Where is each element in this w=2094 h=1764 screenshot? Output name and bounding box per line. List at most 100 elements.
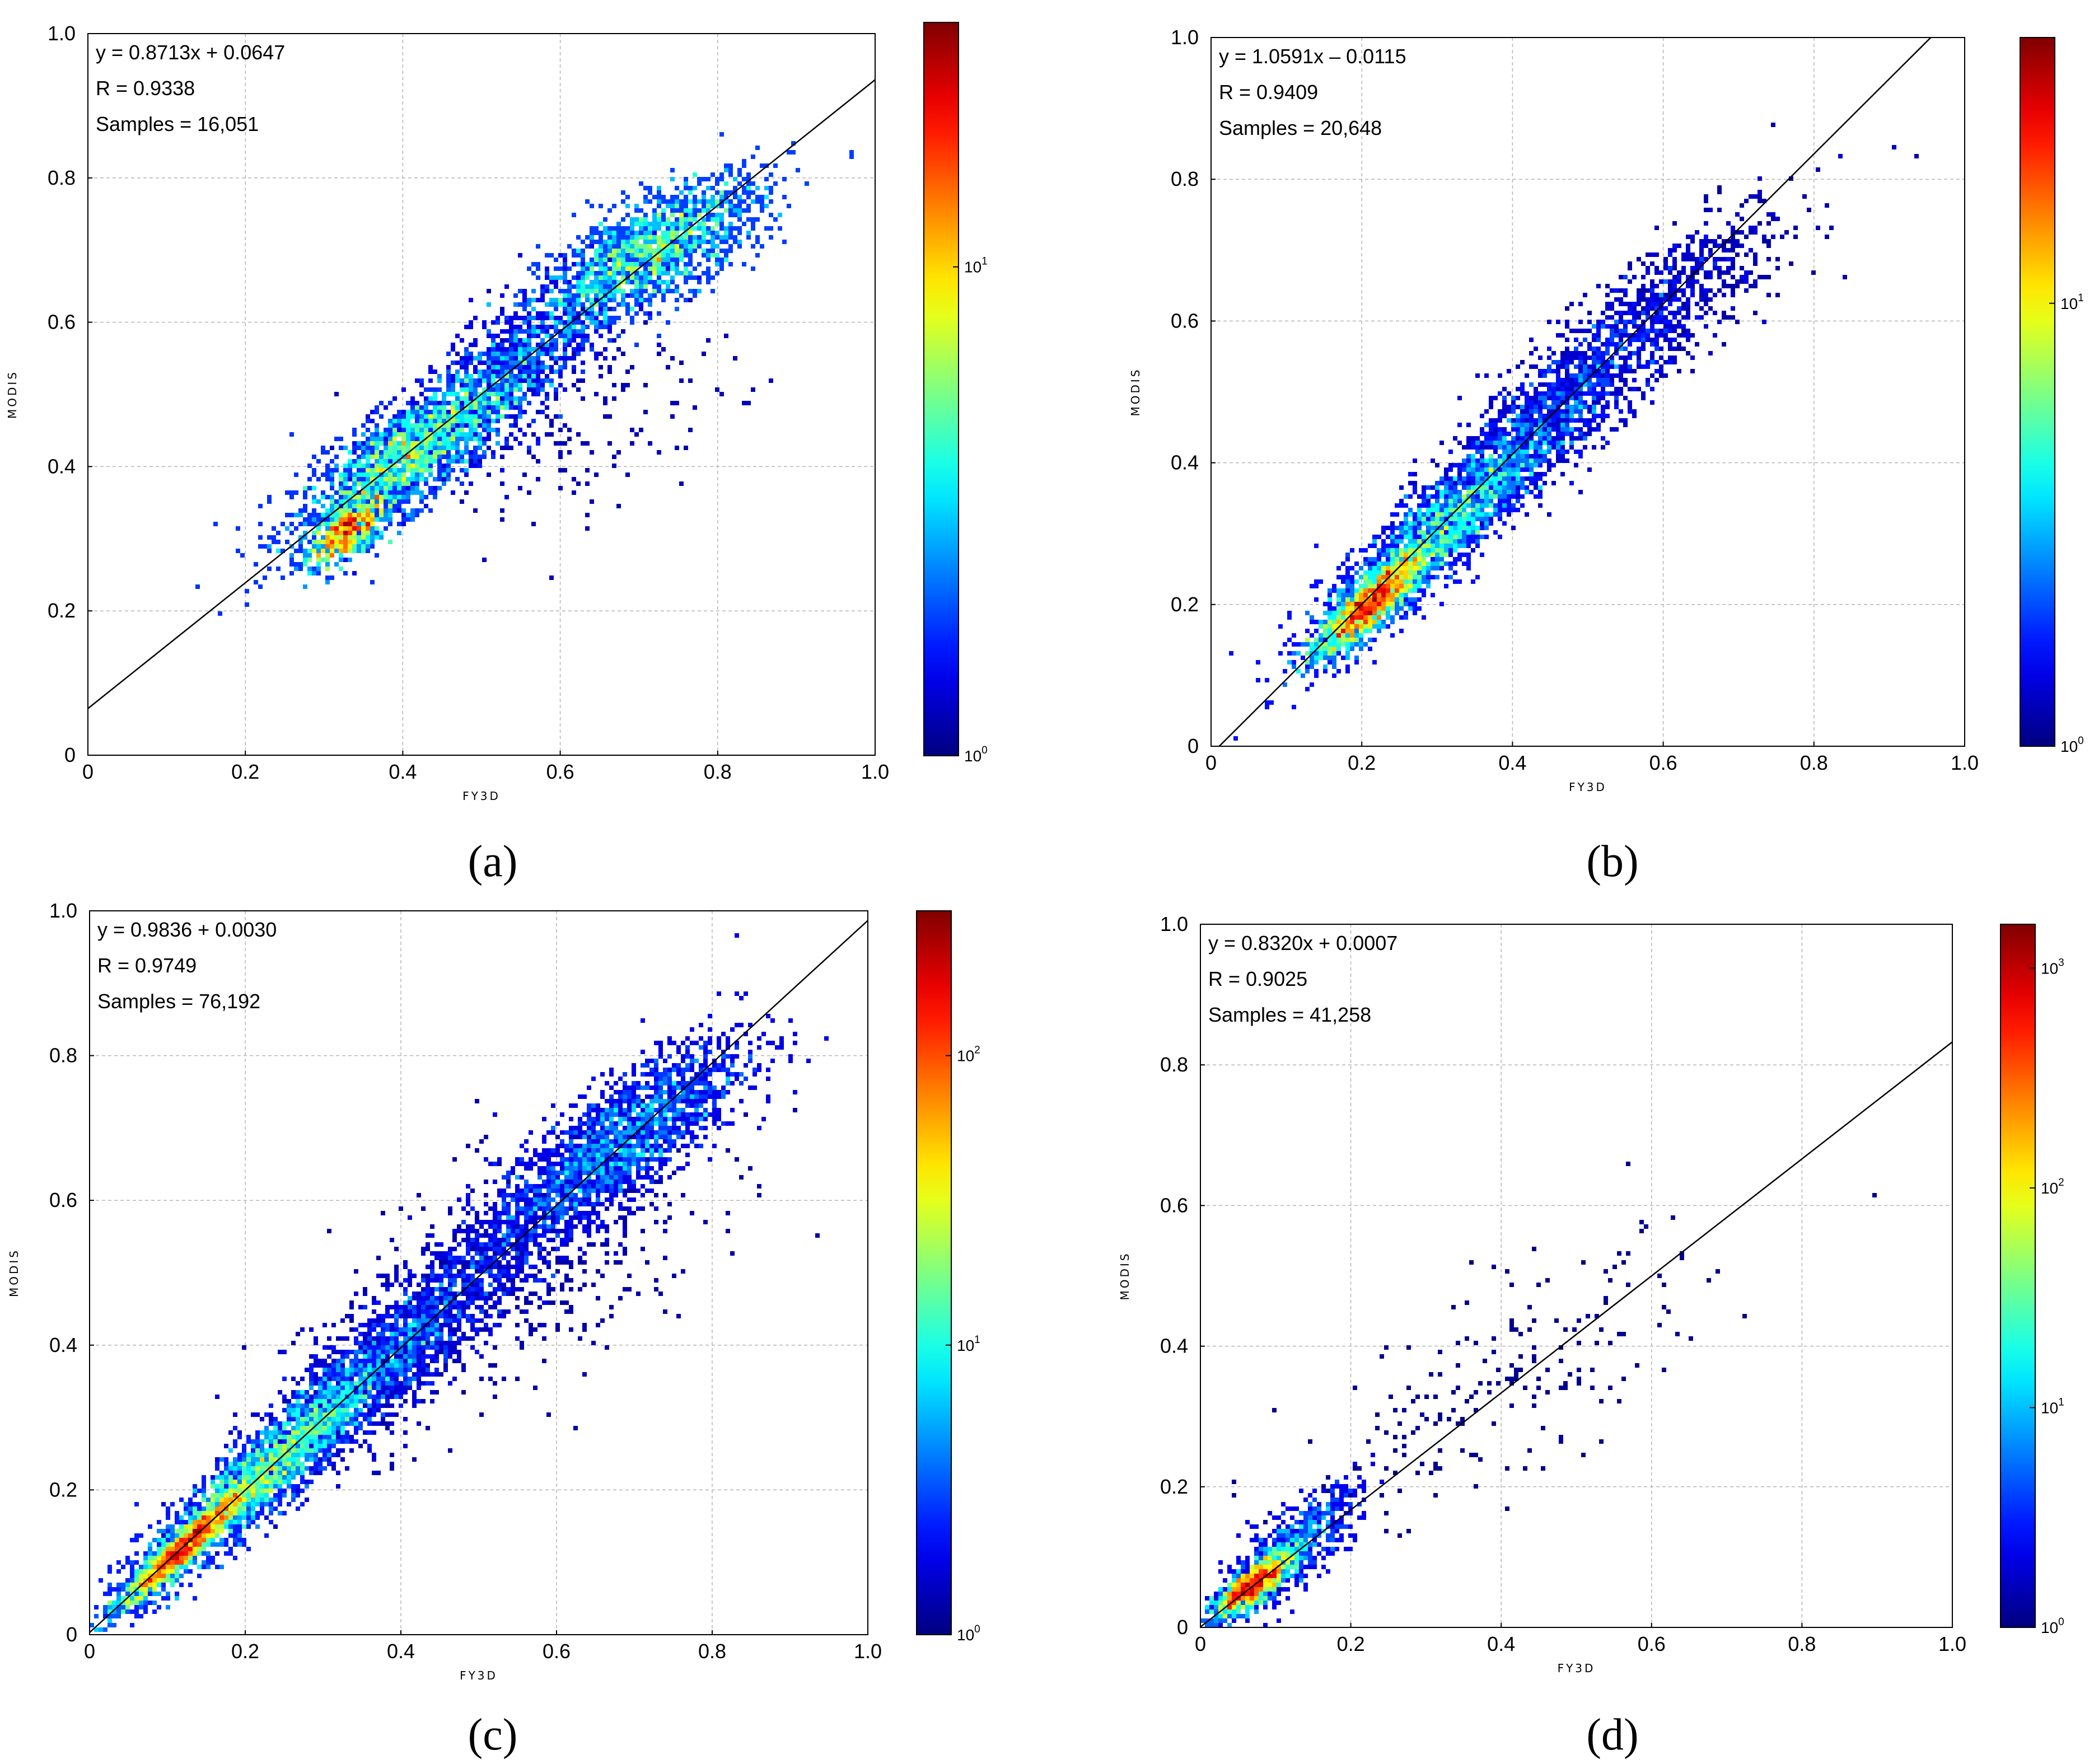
data-point (415, 437, 419, 441)
data-point (693, 208, 697, 213)
data-point (1314, 597, 1319, 602)
data-point (737, 213, 742, 217)
data-point (1708, 297, 1713, 302)
data-point (148, 1574, 152, 1578)
data-point (343, 486, 348, 490)
data-point (336, 1408, 340, 1412)
data-point (509, 343, 513, 347)
data-point (1426, 553, 1431, 557)
data-point (1766, 221, 1771, 226)
data-point (269, 1489, 273, 1493)
data-point (706, 204, 711, 208)
data-point (1417, 566, 1422, 570)
data-point (648, 266, 652, 271)
data-point (1498, 436, 1502, 441)
data-point (630, 307, 634, 311)
data-point (242, 1515, 246, 1520)
data-point (336, 1363, 340, 1368)
data-point (1619, 418, 1623, 423)
data-point (1574, 450, 1578, 454)
data-point (348, 450, 352, 455)
data-point (1704, 235, 1708, 239)
data-point (1466, 494, 1471, 499)
data-point (305, 1412, 309, 1417)
data-point (1668, 248, 1672, 252)
data-point (415, 468, 419, 472)
data-point (473, 423, 478, 428)
data-point (607, 284, 612, 289)
data-point (563, 338, 567, 343)
data-point (1713, 266, 1717, 270)
data-point (1560, 364, 1565, 369)
data-point (540, 289, 545, 293)
data-point (558, 369, 563, 374)
data-point (1484, 512, 1489, 517)
data-point (1462, 458, 1466, 463)
data-point (1462, 494, 1466, 499)
data-point (410, 432, 415, 437)
data-point (1471, 539, 1475, 544)
data-point (625, 258, 630, 262)
data-point (1735, 230, 1740, 235)
data-point (1502, 521, 1507, 526)
data-point (594, 311, 599, 316)
data-point (1345, 606, 1350, 611)
data-point (428, 396, 433, 401)
data-point (424, 410, 428, 414)
data-point (496, 374, 500, 378)
data-point (366, 459, 370, 464)
data-point (509, 356, 513, 361)
data-point (410, 450, 415, 455)
data-point (219, 1520, 224, 1524)
data-point (567, 266, 572, 271)
data-point (1489, 423, 1493, 427)
data-point (1350, 584, 1354, 588)
data-point (415, 446, 419, 450)
data-point (415, 423, 419, 428)
data-point (536, 477, 540, 481)
data-point (1708, 270, 1713, 275)
data-point (688, 289, 693, 293)
data-point (258, 535, 263, 540)
data-point (630, 293, 634, 298)
data-point (719, 240, 724, 244)
data-point (545, 347, 549, 352)
data-point (1489, 441, 1493, 445)
data-point (233, 1471, 237, 1475)
data-point (1413, 579, 1417, 584)
data-point (1480, 503, 1484, 508)
data-point (742, 199, 746, 204)
data-point (388, 517, 392, 522)
data-point (702, 208, 706, 213)
data-point (590, 320, 594, 325)
data-point (1686, 284, 1690, 288)
data-point (1439, 544, 1444, 548)
data-point (684, 217, 688, 222)
data-point (478, 396, 482, 401)
data-point (1547, 445, 1551, 450)
data-point (312, 567, 316, 571)
data-point (482, 374, 487, 378)
data-point (379, 459, 384, 464)
data-point (321, 446, 325, 450)
data-point (330, 504, 334, 508)
data-point (1623, 288, 1628, 293)
data-point (1762, 275, 1766, 279)
data-point (1323, 647, 1328, 651)
data-point (1677, 342, 1681, 347)
data-point (1538, 396, 1543, 400)
data-point (1417, 503, 1422, 508)
data-point (1686, 329, 1690, 333)
data-point (1471, 579, 1475, 584)
data-point (1704, 297, 1708, 302)
data-point (1332, 642, 1336, 647)
data-point (1654, 320, 1659, 324)
data-point (428, 365, 433, 369)
data-point (325, 580, 330, 584)
data-point (361, 549, 366, 553)
data-point (125, 1578, 130, 1583)
data-point (357, 499, 361, 504)
data-point (688, 222, 693, 226)
data-point (478, 369, 482, 374)
data-point (639, 284, 643, 289)
